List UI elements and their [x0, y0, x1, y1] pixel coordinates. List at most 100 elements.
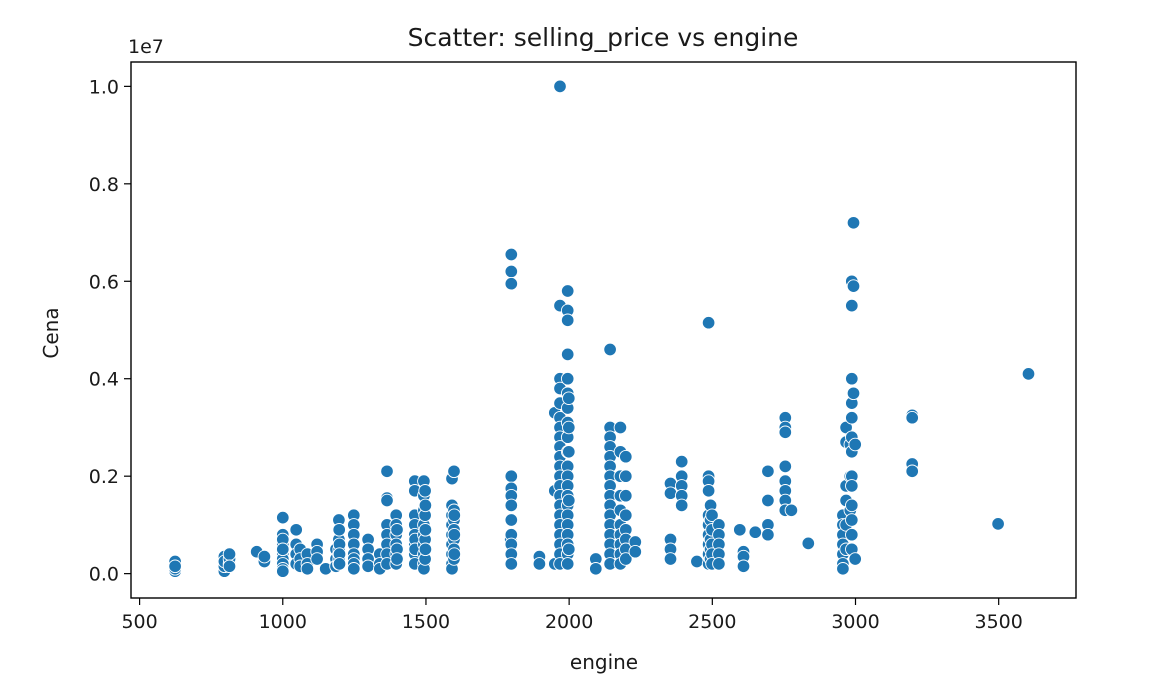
data-point — [562, 445, 576, 459]
data-point — [619, 449, 633, 464]
data-point — [560, 557, 575, 571]
data-point — [905, 410, 919, 425]
data-point — [701, 484, 716, 498]
data-point — [447, 527, 462, 542]
data-point — [380, 493, 394, 508]
data-point — [848, 437, 862, 452]
data-point — [380, 464, 394, 479]
data-point — [276, 510, 290, 525]
y-axis-title: Cena — [39, 307, 63, 358]
data-point — [222, 547, 237, 561]
data-point — [663, 486, 678, 500]
data-point — [674, 454, 689, 469]
data-point — [690, 554, 704, 569]
data-point — [801, 536, 816, 551]
y-tick-label: 0.6 — [89, 271, 119, 293]
x-tick-label: 2000 — [545, 611, 593, 633]
data-point — [361, 559, 375, 574]
y-tick-label: 1.0 — [89, 76, 119, 98]
x-tick-label: 1500 — [402, 611, 450, 633]
data-point — [736, 559, 751, 574]
x-tick-label: 1000 — [259, 611, 307, 633]
data-point — [784, 503, 799, 518]
data-point — [562, 391, 576, 405]
x-tick-label: 3000 — [831, 611, 879, 633]
data-point — [504, 557, 519, 571]
x-tick-label: 500 — [121, 611, 157, 633]
data-point — [504, 498, 519, 513]
data-point — [761, 464, 775, 479]
data-point — [332, 523, 346, 537]
data-point — [562, 420, 576, 435]
data-point — [504, 276, 519, 291]
data-point — [846, 216, 861, 230]
data-point — [733, 523, 747, 537]
data-point — [845, 371, 859, 386]
data-point — [560, 371, 575, 386]
data-point — [619, 552, 633, 566]
data-point — [613, 420, 628, 435]
chart-title: Scatter: selling_price vs engine — [408, 23, 799, 52]
data-point — [619, 488, 633, 503]
data-point — [390, 552, 404, 566]
x-tick-label: 2500 — [688, 611, 736, 633]
data-point — [603, 342, 617, 357]
data-point — [589, 562, 603, 576]
data-point — [504, 513, 519, 527]
data-point — [504, 264, 519, 279]
data-point — [848, 552, 862, 566]
data-point — [332, 557, 347, 571]
data-point — [845, 298, 859, 313]
y-tick-label: 0.4 — [89, 369, 119, 391]
data-point — [845, 513, 859, 527]
points-layer — [168, 79, 1036, 578]
data-point — [712, 557, 726, 571]
data-point — [222, 559, 237, 574]
data-point — [778, 459, 793, 474]
data-point — [562, 493, 576, 508]
data-point — [905, 464, 919, 479]
data-point — [504, 469, 519, 483]
data-point — [276, 542, 290, 557]
data-point — [418, 542, 433, 557]
data-point — [663, 552, 678, 566]
data-point — [560, 313, 575, 328]
data-point — [560, 347, 575, 362]
data-point — [347, 562, 361, 576]
x-axis-title: engine — [570, 650, 638, 674]
y-offset-label: 1e7 — [128, 36, 164, 58]
data-point — [701, 315, 716, 330]
y-tick-label: 0.2 — [89, 466, 119, 488]
data-point — [836, 562, 850, 576]
ticks-layer: 500 1000 1500 2000 2500 3000 3500 0.0 0.2 0.4 0.6 0… — [89, 76, 1023, 633]
data-point — [845, 498, 859, 513]
data-point — [705, 508, 719, 522]
data-point — [761, 527, 775, 542]
data-point — [674, 498, 689, 513]
data-point — [447, 464, 461, 479]
data-point — [257, 549, 272, 564]
data-point — [553, 79, 567, 94]
data-point — [276, 564, 290, 578]
data-point — [447, 508, 462, 522]
data-point — [310, 552, 324, 566]
x-tick-label: 3500 — [975, 611, 1023, 633]
data-point — [504, 247, 519, 262]
data-point — [619, 508, 633, 522]
data-point — [289, 523, 303, 537]
data-point — [562, 542, 576, 557]
data-point — [418, 498, 433, 513]
data-point — [447, 547, 462, 561]
data-point — [846, 279, 861, 293]
data-point — [1021, 367, 1036, 381]
data-point — [418, 484, 432, 498]
data-point — [845, 410, 859, 425]
data-point — [991, 517, 1005, 531]
data-point — [532, 557, 547, 571]
data-point — [778, 425, 793, 440]
data-point — [390, 523, 404, 537]
data-point — [748, 525, 763, 539]
data-point — [845, 527, 859, 542]
data-point — [845, 479, 859, 493]
